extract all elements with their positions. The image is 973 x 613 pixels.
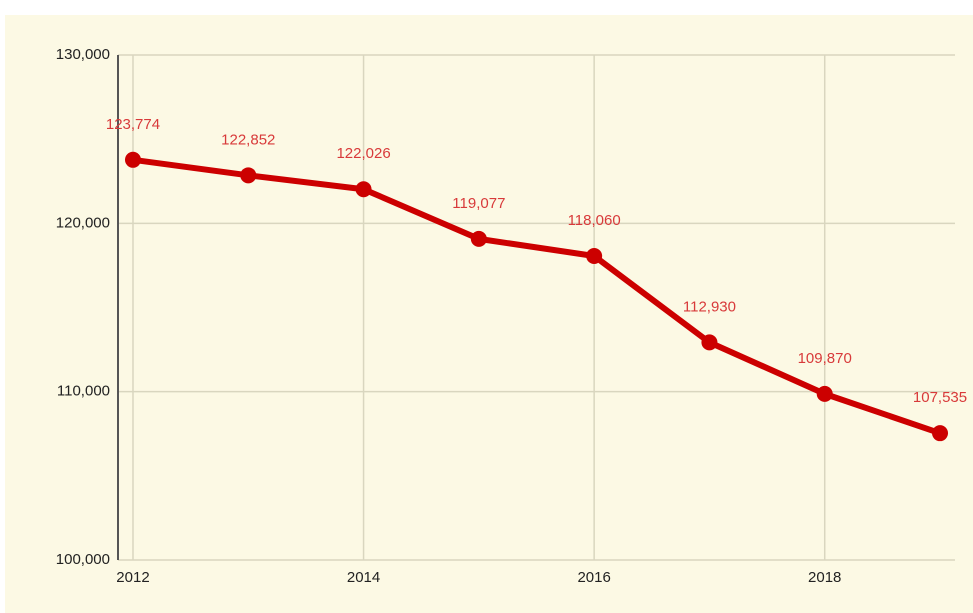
point [355, 181, 372, 198]
x-tick-label: 2016 [577, 569, 610, 586]
value-label: 107,535 [913, 389, 967, 406]
value-label: 123,774 [106, 116, 160, 133]
point [816, 385, 833, 402]
point [701, 334, 718, 351]
point [124, 151, 141, 168]
value-label: 118,060 [568, 212, 621, 229]
x-tick-label: 2014 [347, 569, 380, 586]
value-label: 119,077 [452, 195, 505, 212]
y-tick-label: 100,000 [56, 551, 110, 568]
value-label: 109,870 [798, 350, 852, 367]
x-tick-label: 2018 [808, 569, 841, 586]
line [132, 156, 941, 437]
y-tick-label: 130,000 [56, 46, 110, 63]
point [240, 167, 257, 184]
value-label: 122,852 [221, 131, 275, 148]
value-label: 122,026 [336, 145, 390, 162]
value-label: 112,930 [683, 298, 736, 315]
chart-background [5, 15, 973, 613]
point [932, 425, 949, 442]
point [586, 247, 603, 264]
point [470, 230, 487, 247]
x-tick-label: 2012 [116, 569, 149, 586]
y-tick-label: 120,000 [56, 214, 110, 231]
y-tick-label: 110,000 [57, 383, 110, 400]
